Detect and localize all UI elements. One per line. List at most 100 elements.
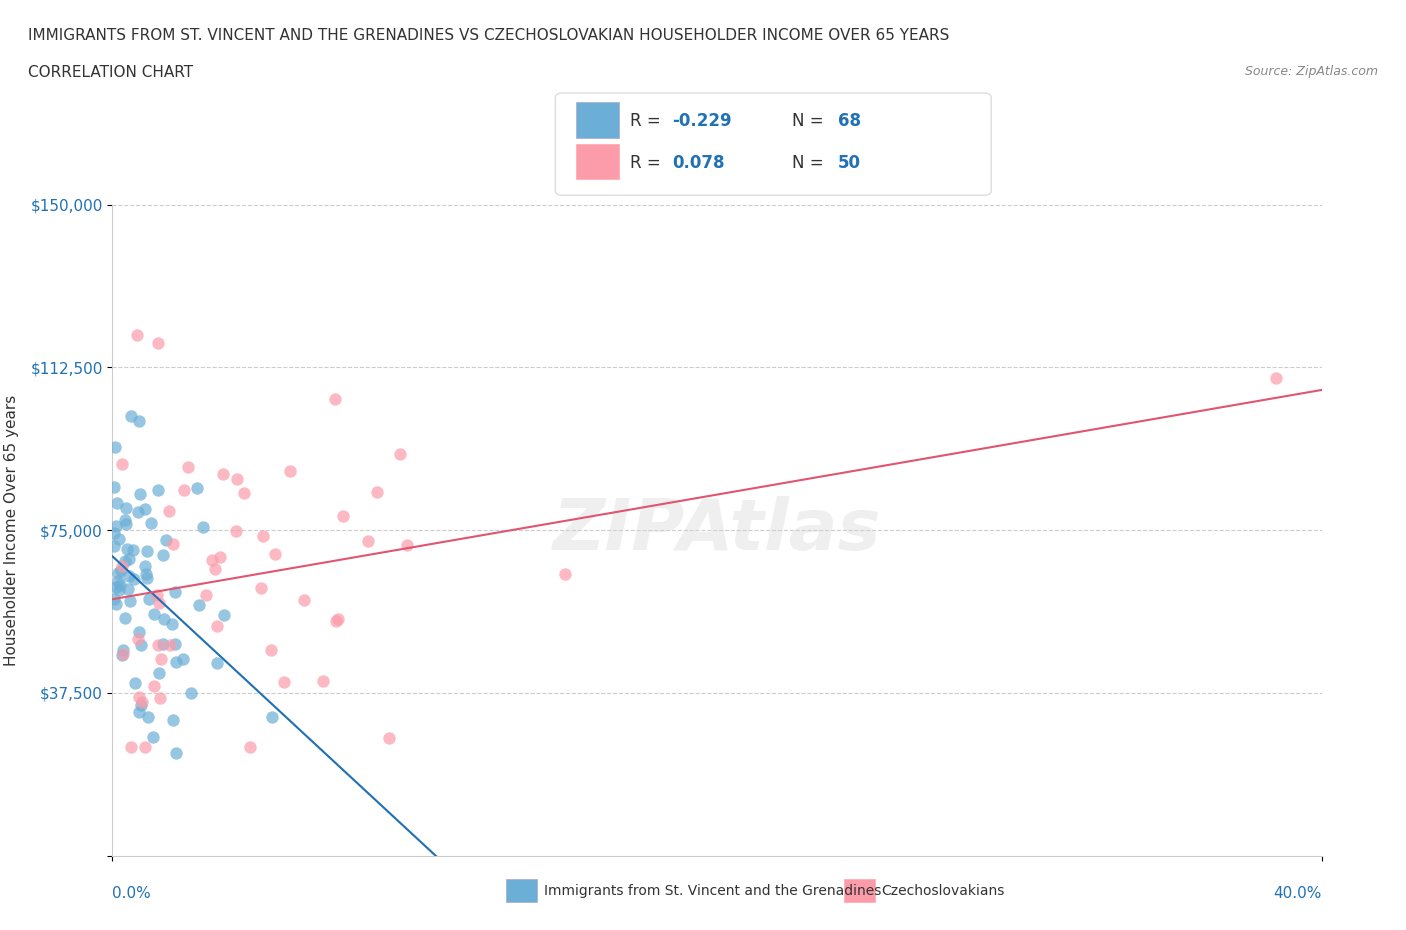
Point (177, 459, 200, 474)
Point (139, 516, 162, 531)
Point (157, 504, 180, 519)
Point (172, 651, 194, 666)
Point (128, 624, 150, 639)
Point (212, 467, 235, 482)
Point (212, 607, 235, 622)
Text: ZIPAtlas: ZIPAtlas (553, 496, 882, 565)
Point (105, 596, 128, 611)
Point (111, 647, 134, 662)
Point (204, 562, 226, 577)
Point (107, 574, 129, 589)
Text: 40.0%: 40.0% (1274, 886, 1322, 901)
Text: Immigrants from St. Vincent and the Grenadines: Immigrants from St. Vincent and the Gren… (544, 884, 882, 898)
Point (104, 579, 127, 594)
Point (186, 481, 208, 496)
Point (108, 582, 131, 597)
Text: Source: ZipAtlas.com: Source: ZipAtlas.com (1244, 65, 1378, 78)
Point (273, 675, 295, 690)
Point (191, 519, 214, 534)
Point (135, 566, 157, 581)
Point (124, 675, 146, 690)
Point (122, 572, 145, 587)
Point (146, 483, 169, 498)
Point (110, 578, 132, 592)
Point (180, 685, 202, 700)
Point (160, 617, 183, 631)
Point (162, 537, 184, 551)
Point (114, 611, 136, 626)
Point (250, 580, 273, 595)
Point (163, 636, 186, 651)
Text: N =: N = (792, 153, 828, 172)
Point (120, 593, 142, 608)
Point (148, 666, 170, 681)
Point (103, 525, 125, 540)
Point (260, 710, 283, 724)
Point (110, 559, 132, 574)
Y-axis label: Householder Income Over 65 years: Householder Income Over 65 years (4, 394, 20, 666)
Point (148, 595, 170, 610)
Point (152, 636, 174, 651)
Point (136, 570, 159, 585)
Point (226, 472, 249, 486)
Point (128, 704, 150, 719)
Text: 0.0%: 0.0% (112, 886, 152, 901)
Point (325, 614, 347, 629)
Point (110, 457, 132, 472)
Point (104, 518, 127, 533)
Point (554, 566, 576, 581)
Point (205, 656, 228, 671)
Point (104, 440, 127, 455)
Point (146, 588, 169, 603)
Point (114, 513, 136, 528)
Point (135, 543, 157, 558)
Point (209, 550, 232, 565)
Point (111, 643, 134, 658)
Point (129, 637, 152, 652)
Point (127, 631, 149, 646)
Point (205, 618, 228, 633)
Point (114, 553, 136, 568)
Text: -0.229: -0.229 (672, 112, 731, 130)
Point (263, 547, 285, 562)
Point (280, 463, 302, 478)
Point (114, 516, 136, 531)
Point (149, 652, 172, 667)
Text: CORRELATION CHART: CORRELATION CHART (28, 65, 193, 80)
Point (201, 552, 224, 567)
Point (120, 739, 142, 754)
Point (153, 612, 176, 627)
Point (152, 548, 174, 563)
Point (378, 731, 401, 746)
Point (129, 698, 152, 712)
Point (166, 745, 188, 760)
Point (252, 528, 274, 543)
Point (131, 695, 153, 710)
Point (155, 532, 177, 547)
Point (117, 551, 139, 566)
Point (162, 712, 184, 727)
Point (103, 591, 125, 606)
Point (117, 581, 139, 596)
Point (142, 678, 165, 693)
Point (129, 486, 152, 501)
Point (110, 563, 132, 578)
Text: IMMIGRANTS FROM ST. VINCENT AND THE GRENADINES VS CZECHOSLOVAKIAN HOUSEHOLDER IN: IMMIGRANTS FROM ST. VINCENT AND THE GREN… (28, 28, 949, 43)
Point (225, 524, 247, 538)
Point (312, 673, 335, 688)
Point (111, 646, 134, 661)
Point (122, 542, 145, 557)
Point (366, 485, 388, 499)
Point (127, 505, 149, 520)
Text: R =: R = (630, 153, 666, 172)
Point (134, 739, 156, 754)
Text: 50: 50 (838, 153, 860, 172)
Point (118, 568, 141, 583)
Point (108, 531, 131, 546)
Point (388, 447, 411, 462)
Point (105, 496, 128, 511)
Point (146, 336, 169, 351)
Point (149, 691, 172, 706)
Point (332, 509, 354, 524)
Point (163, 585, 186, 600)
